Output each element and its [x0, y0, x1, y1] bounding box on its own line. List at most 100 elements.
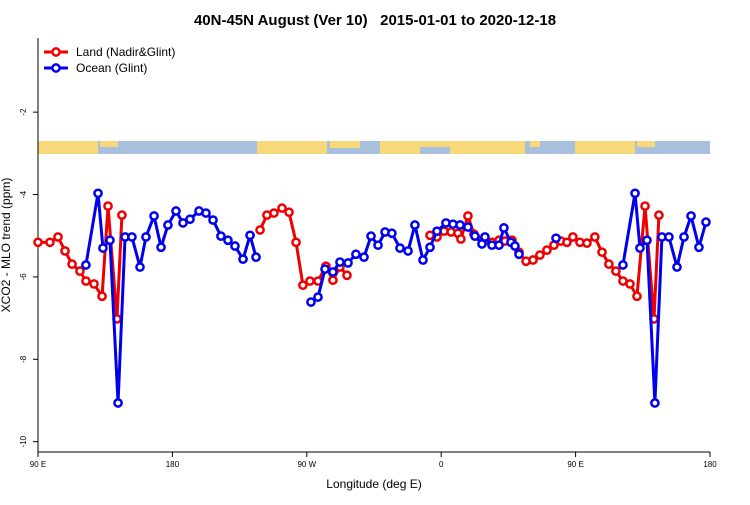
x-axis-label: Longitude (deg E): [326, 477, 421, 491]
data-point: [127, 232, 137, 242]
data-point: [53, 232, 63, 242]
data-point: [463, 211, 473, 221]
data-point: [418, 255, 428, 265]
data-point: [178, 218, 188, 228]
y-tick-label: -8: [19, 355, 28, 363]
x-tick-label: 90 E: [30, 460, 46, 469]
data-point: [335, 257, 345, 267]
data-point: [470, 231, 480, 241]
data-point: [387, 228, 397, 239]
data-point: [103, 201, 113, 211]
data-point: [568, 232, 578, 242]
data-point: [686, 211, 696, 221]
data-point: [149, 211, 159, 221]
data-point: [499, 223, 509, 233]
data-point: [223, 235, 233, 246]
y-axis-label: XCO2 - MLO trend (ppm): [0, 178, 13, 313]
data-point: [463, 222, 473, 232]
y-tick-label: -6: [19, 273, 28, 281]
data-point: [117, 210, 127, 220]
y-tick-label: -10: [19, 435, 28, 447]
data-point: [97, 291, 107, 302]
data-point: [618, 260, 628, 270]
data-point: [373, 240, 383, 251]
data-point: [75, 266, 85, 277]
data-point: [510, 241, 520, 251]
data-point: [359, 252, 369, 263]
data-point: [456, 234, 466, 244]
y-tick-label: -4: [19, 190, 28, 198]
data-point: [98, 243, 108, 253]
data-point: [455, 220, 465, 230]
data-point: [60, 246, 70, 256]
data-point: [395, 243, 405, 253]
data-point: [654, 210, 664, 220]
data-point: [284, 207, 294, 218]
data-point: [201, 208, 211, 218]
data-point: [81, 260, 91, 270]
data-point: [33, 237, 43, 248]
y-tick-label: -2: [19, 108, 28, 116]
chart-title: 40N-45N August (Ver 10) 2015-01-01 to 20…: [194, 12, 556, 29]
data-point: [551, 233, 561, 244]
data-point: [625, 279, 635, 289]
data-point: [156, 242, 166, 253]
data-point: [562, 237, 572, 248]
data-point: [679, 232, 689, 242]
legend-label: Land (Nadir&Glint): [76, 45, 175, 59]
data-point: [343, 258, 353, 268]
data-point: [208, 215, 218, 225]
data-point: [425, 242, 435, 253]
legend-label: Ocean (Glint): [76, 61, 147, 75]
data-point: [650, 398, 660, 408]
data-point: [542, 245, 552, 255]
data-point: [251, 252, 261, 263]
data-point: [255, 225, 265, 235]
data-point: [269, 208, 279, 218]
data-point: [45, 237, 55, 248]
data-point: [230, 241, 240, 251]
data-point: [89, 279, 99, 289]
data-point: [171, 206, 181, 216]
data-point: [67, 259, 77, 270]
data-point: [93, 188, 103, 199]
x-tick-label: 180: [166, 460, 180, 469]
data-point: [313, 292, 323, 302]
data-point: [105, 235, 115, 246]
data-point: [611, 266, 621, 277]
data-point: [514, 249, 524, 260]
x-tick-label: 0: [439, 460, 444, 469]
data-point: [590, 232, 600, 242]
data-point: [694, 242, 704, 253]
data-point: [185, 214, 195, 225]
data-point: [342, 270, 352, 281]
data-point: [291, 237, 301, 248]
data-point: [403, 246, 413, 256]
data-point: [642, 235, 652, 246]
land-ocean-mask: [38, 141, 710, 154]
data-point: [701, 217, 711, 227]
data-point: [672, 262, 682, 272]
x-tick-label: 90 W: [297, 460, 316, 469]
data-point: [494, 240, 504, 251]
data-point: [366, 231, 376, 241]
data-point: [245, 230, 255, 241]
data-point: [528, 255, 538, 265]
data-point: [298, 280, 308, 291]
data-point: [535, 250, 545, 260]
data-point: [410, 220, 420, 230]
data-point: [582, 238, 592, 248]
data-point: [664, 232, 674, 242]
legend-marker: [51, 47, 61, 57]
data-point: [351, 249, 361, 260]
data-point: [305, 276, 315, 286]
data-point: [163, 220, 173, 230]
data-point: [328, 275, 338, 286]
data-point: [141, 232, 151, 242]
data-point: [630, 188, 640, 199]
x-tick-label: 90 E: [567, 460, 583, 469]
data-point: [277, 203, 287, 213]
data-point: [328, 267, 338, 277]
x-tick-label: 180: [703, 460, 717, 469]
